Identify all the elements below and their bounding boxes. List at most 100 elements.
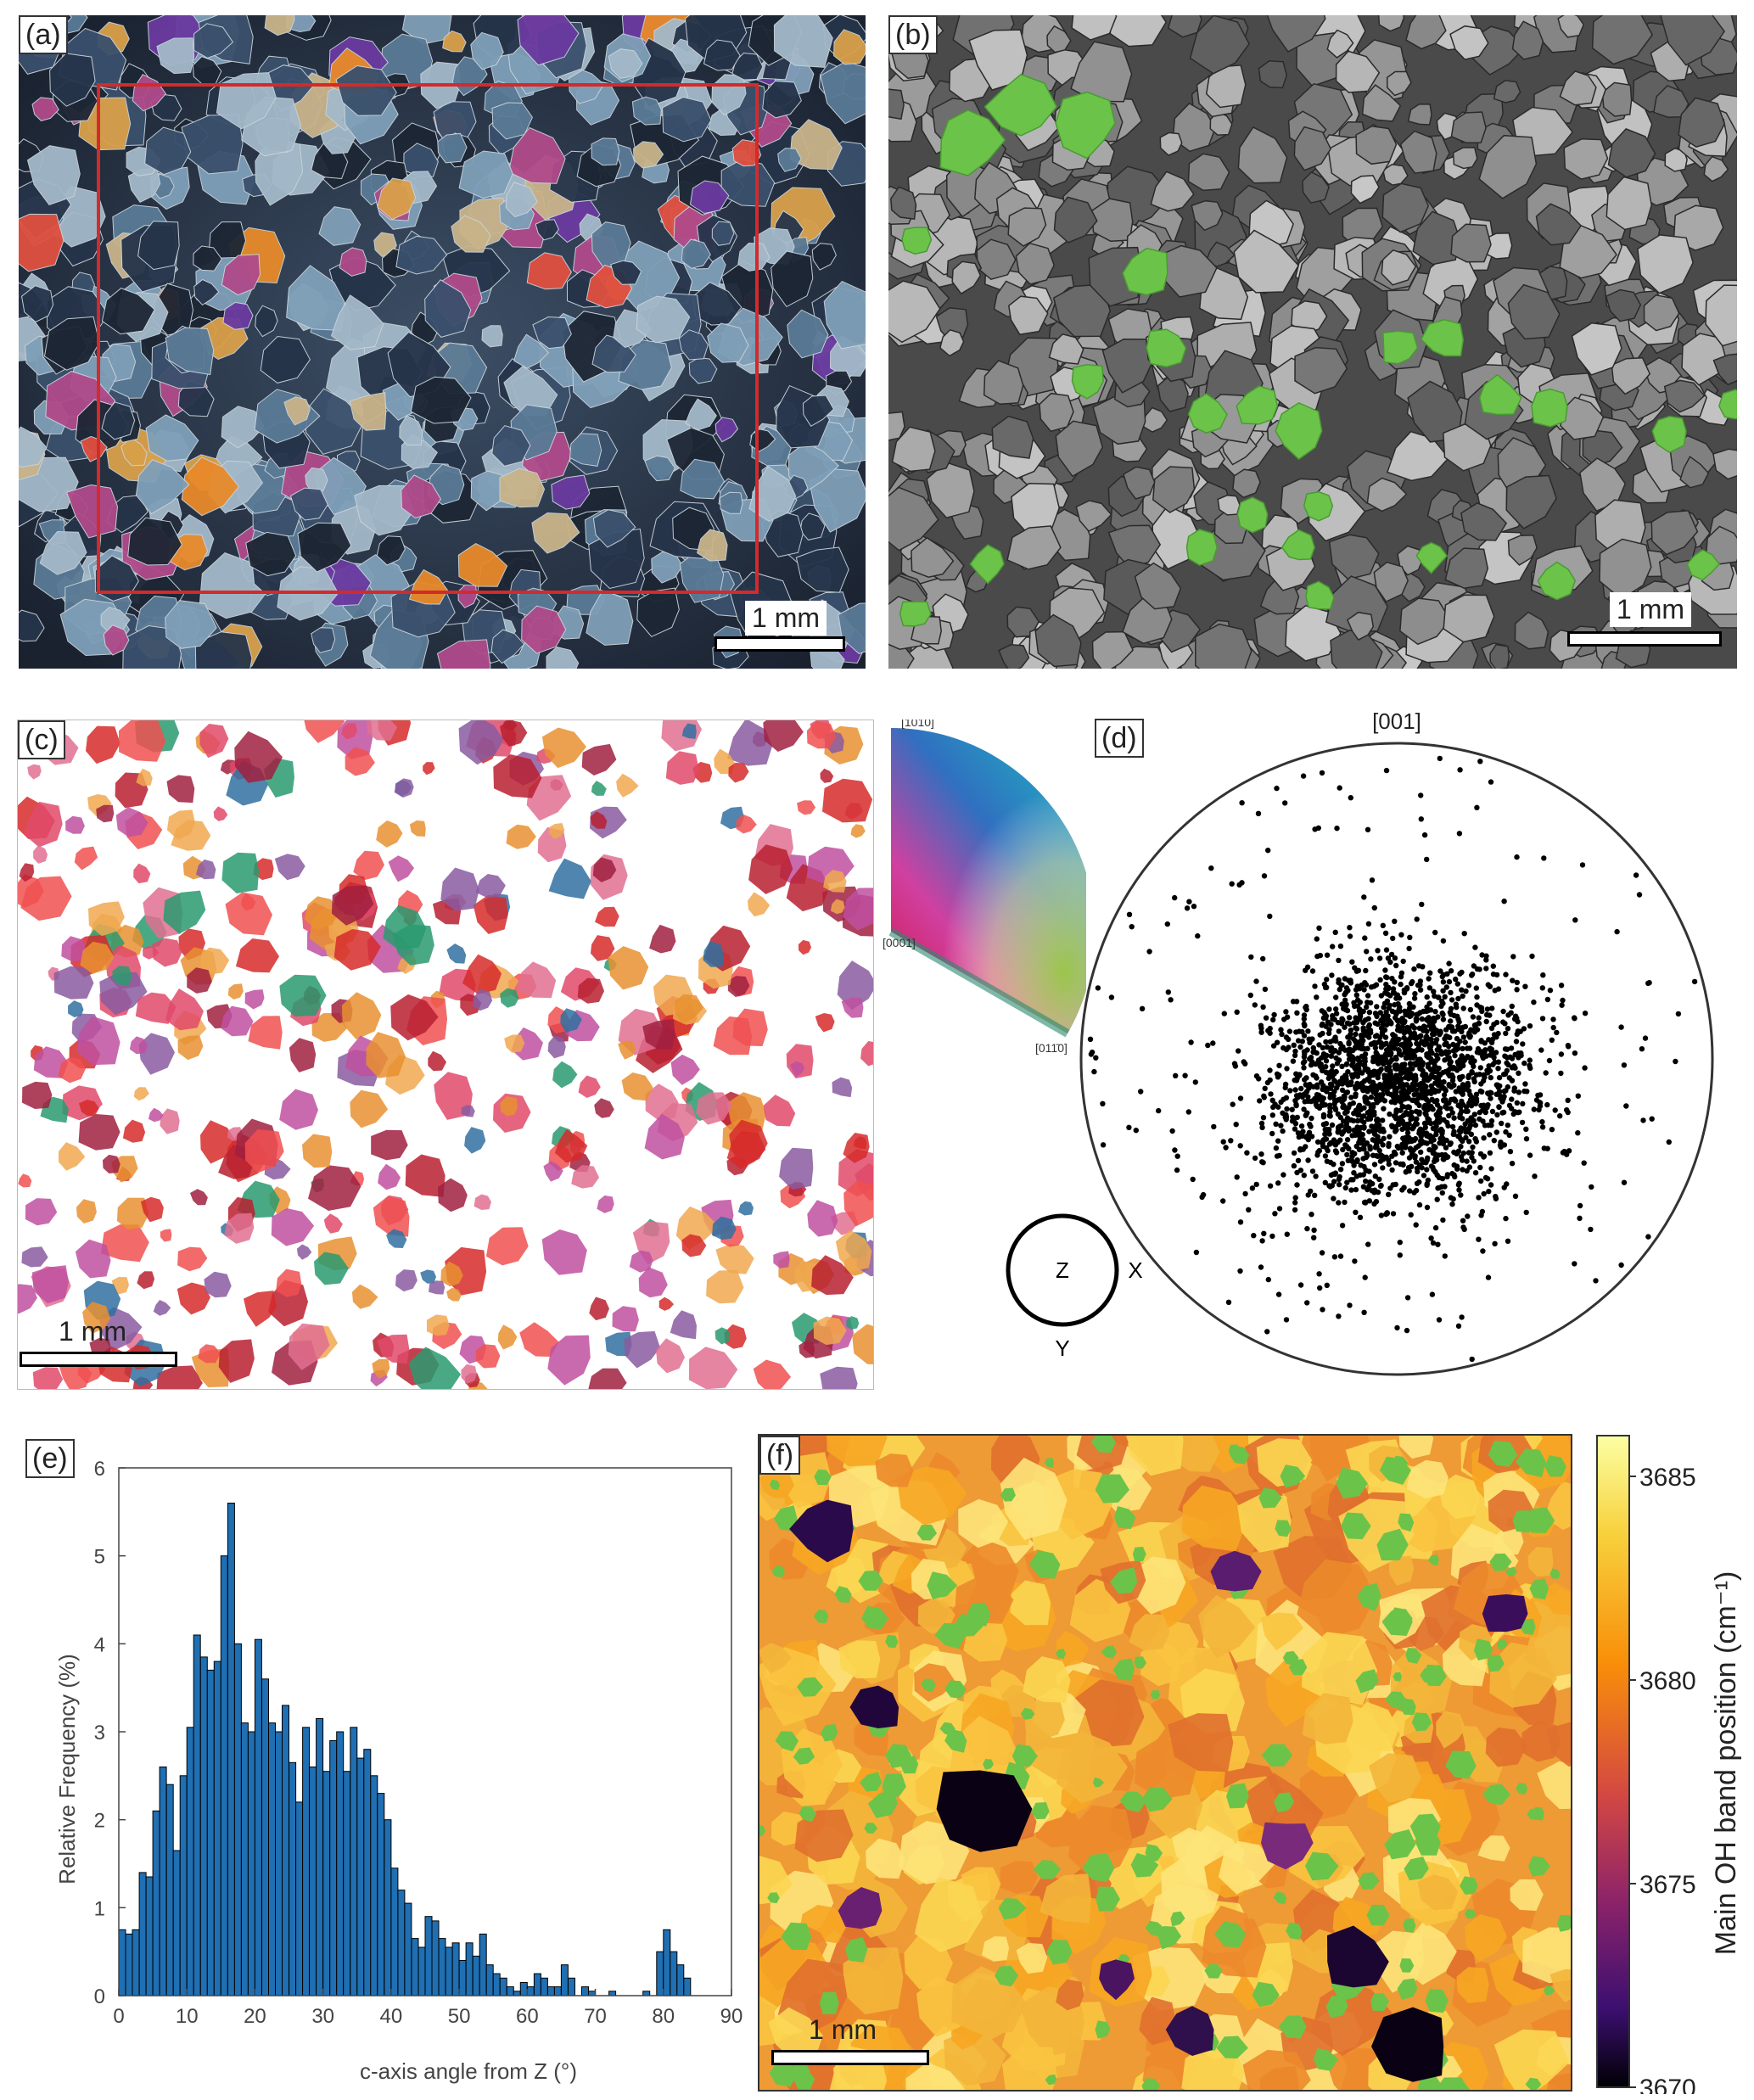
pole [1308, 1098, 1314, 1105]
grain [77, 1016, 120, 1066]
pole [1264, 1329, 1270, 1335]
pole [1371, 1162, 1378, 1168]
grain [759, 1856, 793, 1905]
pole [1382, 930, 1389, 936]
pole [1405, 1047, 1411, 1053]
grain [588, 528, 645, 590]
histogram-bar [526, 1986, 535, 1996]
grain [1712, 353, 1737, 386]
axis-z-label: Z [1056, 1257, 1069, 1283]
grain [377, 1334, 410, 1364]
pole [1457, 1026, 1463, 1032]
masked-region [834, 1586, 852, 1603]
masked-region [1398, 1513, 1415, 1532]
pole [1336, 1050, 1342, 1056]
masked-region [1336, 1467, 1368, 1499]
pole [1454, 1013, 1460, 1019]
grain [688, 1347, 738, 1389]
pole [1284, 1231, 1290, 1237]
grain [642, 1018, 675, 1050]
grain [1397, 545, 1424, 576]
grain [39, 530, 87, 575]
pole [1242, 1190, 1248, 1197]
grain [333, 929, 381, 971]
masked-region [1544, 1985, 1555, 1996]
pole [1336, 1028, 1342, 1034]
pole [1316, 925, 1322, 931]
pole [1495, 1030, 1501, 1037]
pole [1393, 962, 1399, 969]
grain [658, 1296, 675, 1311]
pole [1353, 1186, 1359, 1193]
pole [1260, 955, 1266, 962]
pole [1385, 955, 1392, 961]
pole [1437, 1032, 1443, 1038]
pole [1253, 978, 1259, 984]
pole [1360, 1156, 1366, 1162]
histogram-bar [268, 1722, 276, 1996]
grain [1546, 1722, 1571, 1767]
grain [1381, 249, 1417, 286]
masked-region [983, 1759, 995, 1770]
grain [549, 823, 565, 839]
pole [1414, 1116, 1420, 1122]
grain [1546, 2063, 1571, 2090]
grain [726, 1131, 766, 1169]
histogram-bar [152, 1810, 160, 1996]
pole [1259, 1159, 1265, 1165]
pole [1283, 1112, 1289, 1117]
grain [813, 1316, 847, 1346]
pole [1503, 1030, 1509, 1037]
pole [1405, 1051, 1412, 1058]
pole [1497, 1083, 1503, 1089]
pole [1453, 1089, 1459, 1095]
grain [399, 415, 423, 445]
pole [1404, 1122, 1409, 1128]
pole [1360, 1008, 1366, 1015]
highlighted-grain [1420, 319, 1465, 357]
pole [1265, 1276, 1271, 1283]
grain [1650, 510, 1699, 556]
grain [513, 333, 550, 369]
pole [1468, 1059, 1474, 1065]
grain [998, 644, 1030, 669]
pole [1565, 1043, 1572, 1049]
grain [1450, 111, 1487, 144]
highlighted-grain [1718, 389, 1737, 420]
grain [1000, 1458, 1068, 1540]
pole [1436, 1184, 1442, 1191]
pole [1393, 1062, 1400, 1068]
grain [581, 743, 617, 776]
pole [1480, 1248, 1486, 1254]
grain [541, 1229, 587, 1275]
pole [1169, 1128, 1175, 1134]
pole [1314, 1139, 1321, 1145]
grain [378, 1163, 401, 1190]
pole [1521, 1088, 1527, 1095]
grain [588, 1368, 627, 1389]
pole [1364, 1140, 1370, 1146]
pole [1309, 1168, 1316, 1174]
grain [621, 1072, 653, 1101]
pole [1412, 991, 1418, 997]
grain [681, 1234, 707, 1257]
pole [1426, 1146, 1432, 1153]
pole [1267, 913, 1273, 920]
pole [1263, 1015, 1269, 1021]
masked-region [1304, 1851, 1339, 1881]
grain [712, 1216, 737, 1240]
pole [1444, 1172, 1451, 1178]
pole [1541, 855, 1547, 861]
pole [1467, 1033, 1473, 1039]
pole [1494, 1112, 1500, 1118]
low-wavenumber-grain [1327, 1925, 1389, 1988]
masked-region [1397, 1978, 1418, 2000]
pole [1327, 1113, 1333, 1119]
pole [1417, 1126, 1424, 1132]
pole [1357, 1133, 1363, 1140]
masked-region [934, 1623, 967, 1649]
pole [1305, 1028, 1311, 1034]
colorbar-tick-label: 3675 [1639, 1871, 1696, 1899]
masked-region [1415, 1831, 1441, 1856]
y-tick-label: 3 [94, 1722, 105, 1744]
